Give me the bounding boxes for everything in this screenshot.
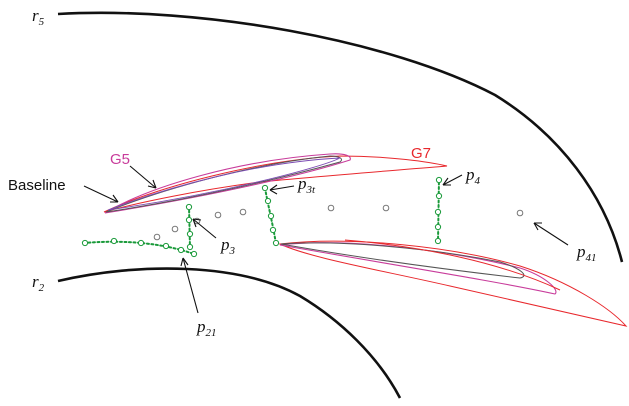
probe-point <box>214 211 222 219</box>
lower-vane-g7-edge <box>344 239 561 291</box>
upper-vane-outline <box>107 157 341 211</box>
probe-point <box>516 209 524 217</box>
upper-vane-g5 <box>104 153 351 214</box>
outer-wall-r5 <box>57 11 624 263</box>
arrow-p41 <box>533 222 569 246</box>
label-p3: p3 <box>220 235 236 257</box>
label-p21: p21 <box>196 317 217 339</box>
label-p3t: p3t <box>297 174 316 196</box>
rake-p3t <box>261 184 280 247</box>
arrow-p21 <box>182 257 199 314</box>
probe-point <box>153 233 161 241</box>
label-r5: r5 <box>32 6 45 28</box>
upper-vane-g7 <box>103 155 448 213</box>
arrow-p3 <box>192 218 217 239</box>
label-p4: p4 <box>465 165 481 187</box>
lower-vane-baseline <box>280 242 525 279</box>
label-baseline: Baseline <box>8 177 66 194</box>
rake-p21 <box>81 237 198 258</box>
label-r2: r2 <box>32 272 45 294</box>
rake-p4 <box>434 176 443 245</box>
probe-point <box>171 225 179 233</box>
label-g7: G7 <box>411 145 431 162</box>
probe-point <box>239 208 247 216</box>
label-g5: G5 <box>110 151 130 168</box>
rake-p3 <box>185 203 194 251</box>
arrow-p3t <box>269 185 295 191</box>
arrow-g5 <box>129 165 157 189</box>
probe-point <box>327 204 335 212</box>
probe-point <box>382 204 390 212</box>
arrow-p4 <box>442 174 463 186</box>
lower-vane-g7 <box>278 240 628 327</box>
arrow-baseline <box>83 185 119 203</box>
annotation-arrows <box>83 165 569 314</box>
inner-wall-r2 <box>57 267 402 399</box>
probe-markers <box>153 204 524 241</box>
label-p41: p41 <box>576 242 597 264</box>
